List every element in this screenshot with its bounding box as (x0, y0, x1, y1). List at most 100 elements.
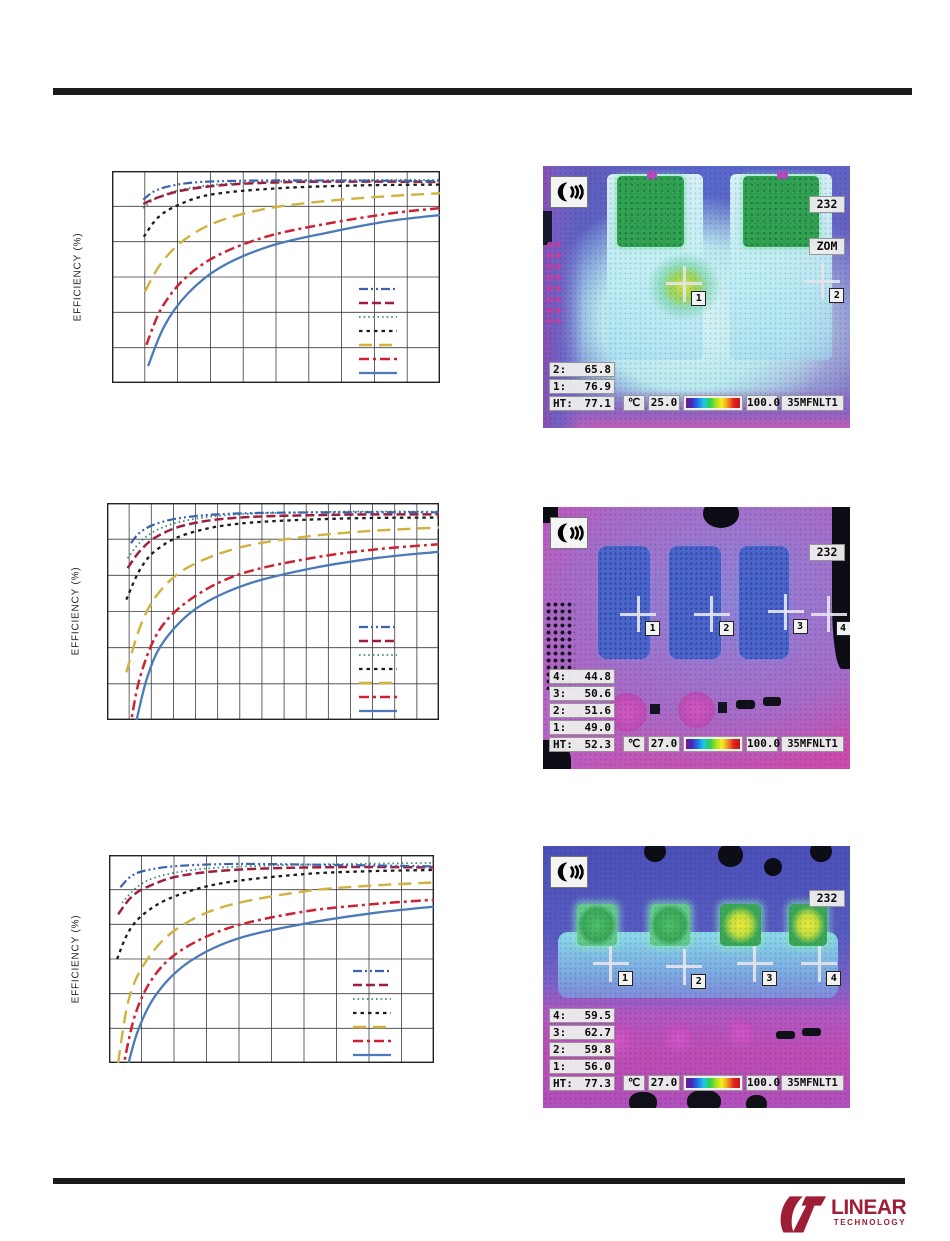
efficiency-curve-blue-solid (127, 905, 434, 1063)
camera-number-label: 232 (809, 544, 845, 561)
readout-value: 77.3 (584, 1077, 612, 1090)
marker-layer: 1 2 3 4 (543, 846, 850, 1108)
crosshair-vertical (710, 596, 714, 633)
dark-feature (810, 846, 832, 862)
marker-number-label: 2 (718, 621, 734, 637)
efficiency-curve-black-dotted (125, 516, 439, 601)
temperature-readout-row: 2: 51.6 (549, 703, 615, 718)
marker-number-label: 1 (645, 621, 661, 637)
hot-component (719, 903, 761, 946)
efficiency-curve-darkred-dashed (117, 865, 434, 916)
dark-feature (762, 696, 781, 707)
hot-component (616, 171, 685, 248)
dark-feature (776, 1030, 795, 1039)
dark-feature (745, 1094, 768, 1108)
legend-entry-black-dotted (352, 1006, 392, 1020)
readout-label: 4: (553, 1009, 567, 1022)
efficiency-curve-teal-dotted (121, 862, 434, 904)
marker-number-label: 3 (761, 970, 777, 986)
readout-label: 3: (553, 687, 567, 700)
zoom-mode-label: ZOM (809, 238, 845, 255)
efficiency-chart-3 (109, 855, 434, 1063)
legend-entry-blue-dash-dot-dot (358, 282, 398, 296)
thermal-image-3: 232 1 2 3 4 4: 59.5 3: 62.7 2: 59.8 1: 56.0 HT: 77.3… (543, 846, 850, 1108)
scale-bar: ℃ 27.0 100.0 35MFNLT1 (623, 736, 844, 752)
color-scale-bar (683, 1075, 743, 1091)
scale-bar: ℃ 25.0 100.0 35MFNLT1 (623, 395, 844, 411)
crosshair-vertical (827, 596, 830, 633)
efficiency-curve-blue-solid (147, 213, 440, 367)
legend-entry-yellow-dashed (358, 676, 398, 690)
efficiency-curve-darkred-dashed (126, 513, 439, 569)
chart-legend (358, 282, 398, 380)
readout-label: 1: (553, 1060, 567, 1073)
crosshair-vertical (682, 948, 686, 985)
chart-legend (352, 964, 392, 1062)
readout-value: 62.7 (584, 1026, 612, 1039)
efficiency-curve-blue-dash-dot-dot (142, 179, 440, 201)
scale-min-label: 25.0 (648, 395, 680, 411)
plot-border (109, 855, 434, 1063)
dark-feature (702, 507, 740, 528)
readout-value: 59.5 (584, 1009, 612, 1022)
y-axis-label: EFFICIENCY (%) (72, 232, 84, 322)
crosshair-vertical (753, 945, 757, 982)
color-scale-bar (683, 395, 743, 411)
temperature-readouts: 4: 59.5 3: 62.7 2: 59.8 1: 56.0 HT: 77.3 (549, 1008, 615, 1091)
temperature-readouts: 4: 44.8 3: 50.6 2: 51.6 1: 49.0 HT: 52.3 (549, 669, 615, 752)
legend-entry-teal-dotted (358, 648, 398, 662)
thermal-image-2: 232 1 2 3 4 4: 44.8 3: 50.6 2: 51.6 1: 49.0 HT: 52.3… (543, 507, 850, 769)
y-axis-label: EFFICIENCY (%) (70, 914, 82, 1004)
color-scale-bar (683, 736, 743, 752)
readout-value: 77.1 (584, 397, 612, 410)
dark-feature (736, 699, 755, 709)
pad-circle (662, 1022, 694, 1055)
legend-entry-red-dash-dot (358, 352, 398, 366)
top-rule (53, 88, 912, 95)
readout-label: 4: (553, 670, 567, 683)
efficiency-curve-yellow-dashed (125, 526, 439, 673)
unit-label: ℃ (623, 395, 645, 411)
marker-number-label: 2 (691, 973, 707, 989)
temperature-readout-row: 4: 59.5 (549, 1008, 615, 1023)
speaker-icon (550, 176, 588, 208)
board-edge-slot (543, 210, 553, 245)
plot-border (112, 171, 440, 383)
efficiency-curve-blue-dash-dot-dot (119, 862, 434, 888)
legend-entry-teal-dotted (352, 992, 392, 1006)
temperature-readout-row: 3: 50.6 (549, 686, 615, 701)
scale-max-label: 100.0 (746, 395, 781, 411)
cool-component (598, 546, 651, 659)
camera-number-label: 232 (809, 196, 845, 213)
y-axis-label: EFFICIENCY (%) (70, 566, 82, 656)
logo-sub-text: TECHNOLOGY (833, 1218, 907, 1227)
efficiency-curve-yellow-dashed (116, 881, 434, 1063)
readout-label: HT: (553, 397, 573, 410)
efficiency-curve-red-dash-dot (145, 206, 440, 346)
marker-number-label: 4 (835, 621, 850, 637)
legend-entry-blue-solid (358, 704, 398, 718)
hot-component (788, 903, 827, 946)
scale-bar: ℃ 27.0 100.0 35MFNLT1 (623, 1075, 844, 1091)
unit-label: ℃ (623, 736, 645, 752)
marker-number-label: 1 (691, 290, 707, 306)
readout-value: 50.6 (584, 687, 612, 700)
dark-feature (717, 702, 728, 713)
readout-label: 2: (553, 1043, 567, 1056)
marker-number-label: 2 (829, 288, 845, 304)
marker-layer: 1 2 3 4 (543, 507, 850, 769)
scale-min-label: 27.0 (648, 736, 680, 752)
camera-tag-label: 35MFNLT1 (781, 395, 844, 411)
crosshair-vertical (817, 945, 821, 982)
crosshair-vertical (820, 263, 824, 300)
chart-legend (358, 620, 398, 718)
efficiency-curve-black-dotted (116, 868, 434, 960)
legend-entry-teal-dotted (358, 310, 398, 324)
temperature-readout-row: HT: 77.3 (549, 1076, 615, 1091)
camera-tag-label: 35MFNLT1 (781, 1075, 844, 1091)
grid (109, 855, 434, 1063)
readout-label: 1: (553, 380, 567, 393)
